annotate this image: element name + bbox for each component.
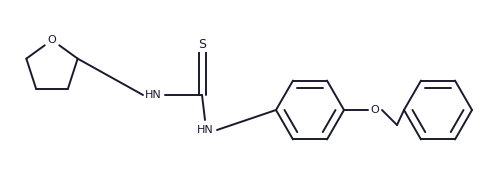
Text: HN: HN bbox=[197, 125, 213, 135]
Text: S: S bbox=[198, 39, 206, 52]
Text: O: O bbox=[48, 35, 57, 45]
Text: O: O bbox=[370, 105, 379, 115]
Text: HN: HN bbox=[144, 90, 162, 100]
